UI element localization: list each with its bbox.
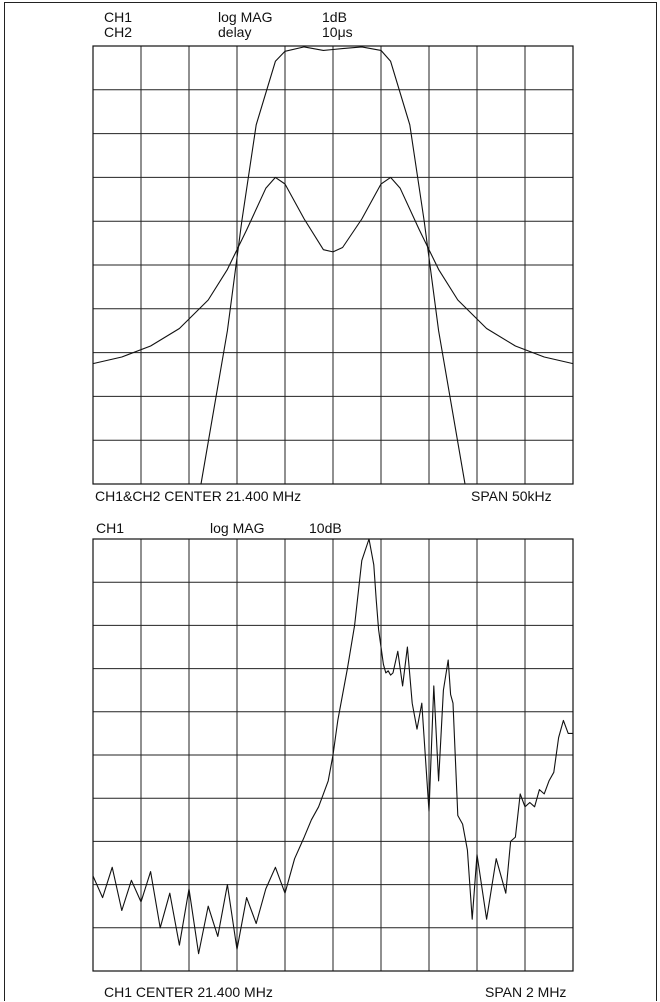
ch1-log-mag-trace xyxy=(200,46,466,485)
page-frame xyxy=(4,2,657,1001)
bottom-ch1-format: log MAG xyxy=(210,520,265,536)
top-ch2-label: CH2 xyxy=(104,24,133,40)
bottom-graticule xyxy=(93,539,573,971)
top-span-readout: SPAN 50kHz xyxy=(471,488,552,504)
top-ch1-scale: 1dB xyxy=(322,9,347,25)
bottom-ch1-label: CH1 xyxy=(96,520,125,536)
top-ch2-scale: 10μs xyxy=(322,24,353,40)
bottom-chart xyxy=(92,538,574,972)
top-plot-frame xyxy=(92,45,574,485)
top-center-readout: CH1&CH2 CENTER 21.400 MHz xyxy=(95,488,302,504)
top-ch2-format: delay xyxy=(218,24,252,40)
top-chart xyxy=(92,45,574,485)
top-graticule xyxy=(93,46,573,484)
ch1-wide-log-mag-trace xyxy=(92,538,573,955)
bottom-plot-frame xyxy=(92,538,574,972)
bottom-center-readout: CH1 CENTER 21.400 MHz xyxy=(104,984,273,1000)
bottom-ch1-scale: 10dB xyxy=(309,520,342,536)
top-ch1-format: log MAG xyxy=(218,9,273,25)
bottom-span-readout: SPAN 2 MHz xyxy=(485,984,567,1000)
ch2-delay-trace xyxy=(92,176,574,365)
top-ch1-label: CH1 xyxy=(104,9,133,25)
